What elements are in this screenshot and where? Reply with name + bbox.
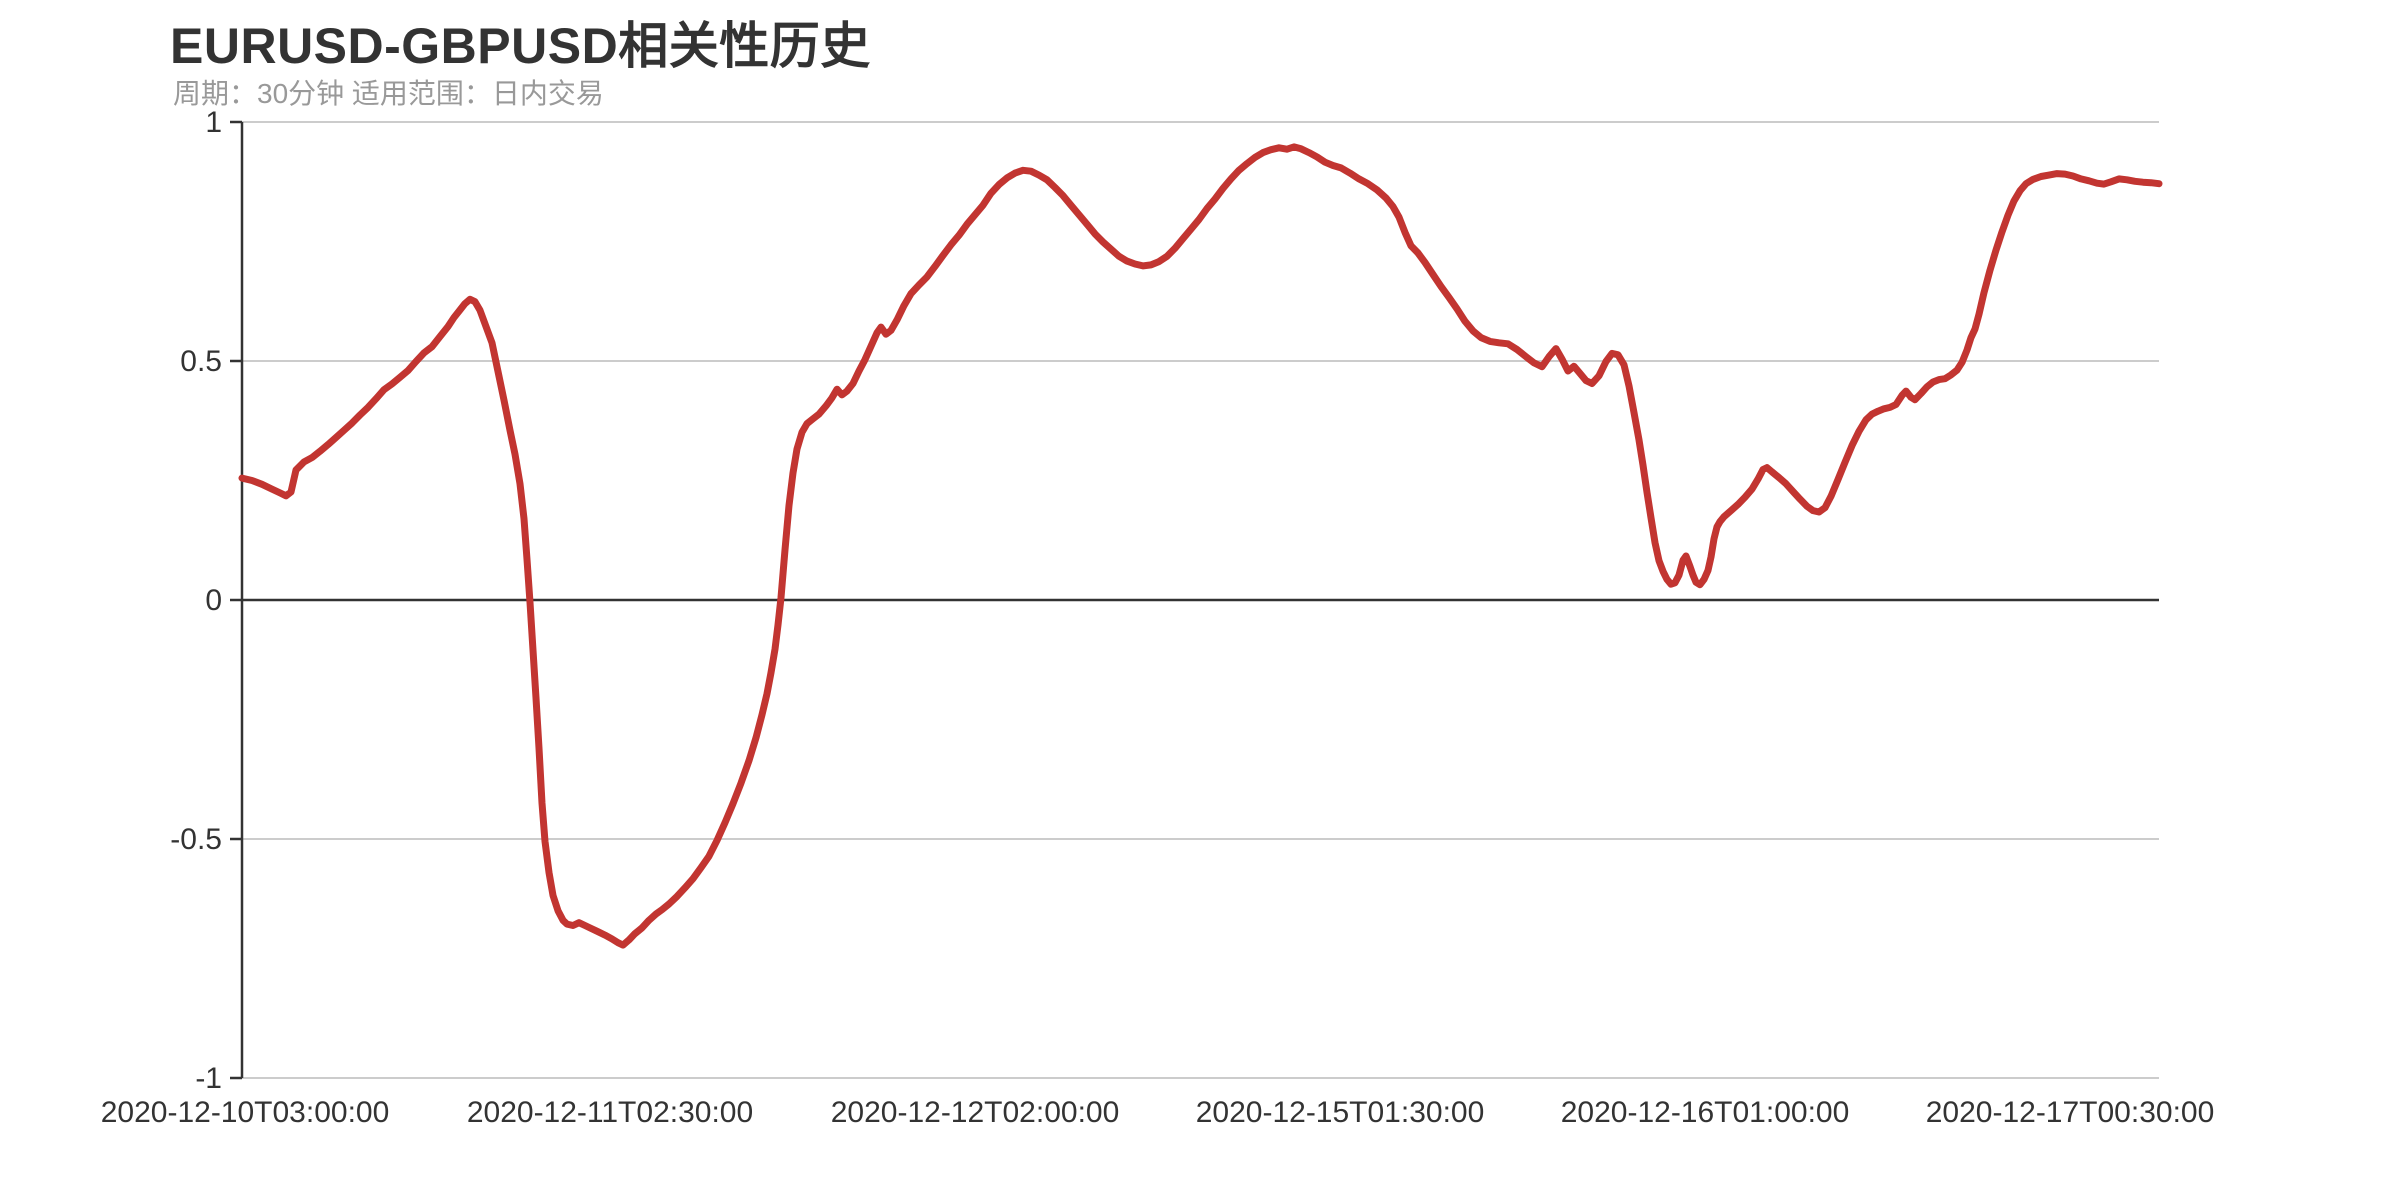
y-axis-tick-label: 0.5 [180, 345, 222, 378]
x-axis-tick-label: 2020-12-11T02:30:00 [467, 1096, 753, 1129]
series-line-eurusd-gbpusd-correlation[interactable] [238, 143, 2163, 949]
y-axis-tick-label: -0.5 [170, 823, 222, 856]
x-axis-tick-label: 2020-12-12T02:00:00 [831, 1096, 1120, 1129]
y-axis-tick-label: -1 [195, 1062, 222, 1095]
y-axis-tick-label: 1 [205, 106, 222, 139]
x-axis-tick-label: 2020-12-15T01:30:00 [1196, 1096, 1485, 1129]
x-axis-tick-label: 2020-12-17T00:30:00 [1926, 1096, 2215, 1129]
chart-subtitle: 周期：30分钟 适用范围：日内交易 [173, 78, 604, 109]
chart-title: EURUSD-GBPUSD相关性历史 [170, 18, 871, 74]
y-axis-tick-label: 0 [205, 584, 222, 617]
x-axis-tick-label: 2020-12-10T03:00:00 [101, 1096, 390, 1129]
x-axis-tick-label: 2020-12-16T01:00:00 [1561, 1096, 1850, 1129]
